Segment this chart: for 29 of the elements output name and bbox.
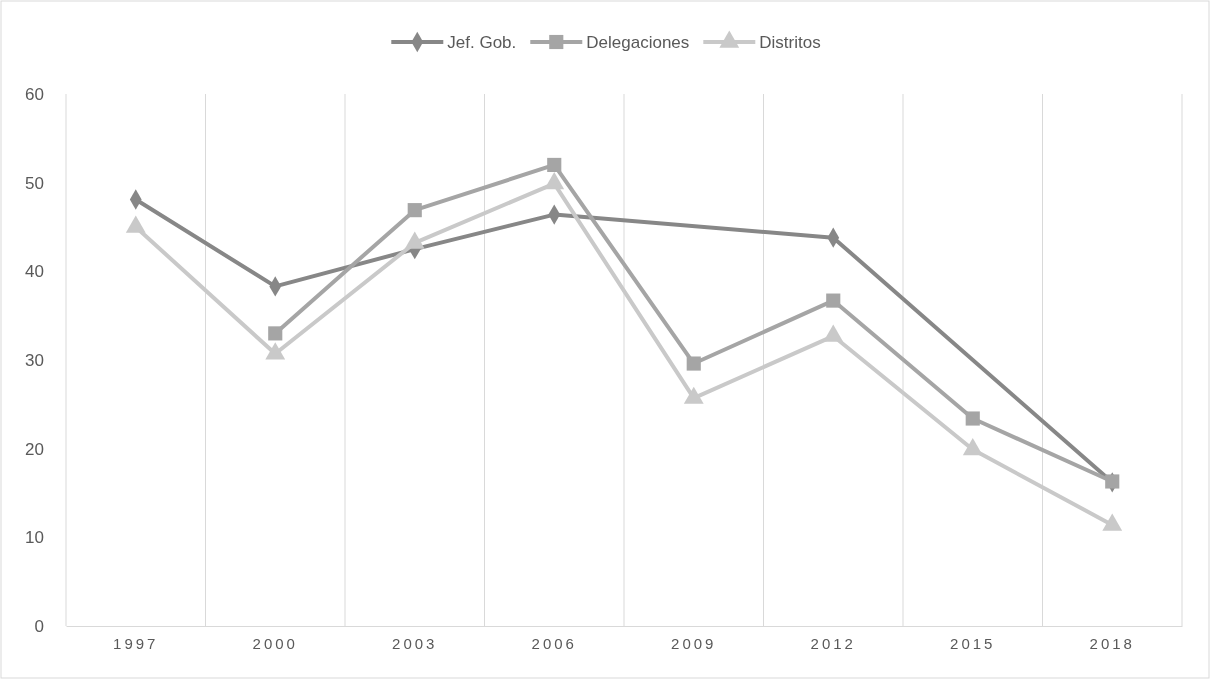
x-tick-label: 1997 xyxy=(113,634,159,652)
x-tick-label: 2015 xyxy=(950,634,996,652)
y-tick-label: 40 xyxy=(25,262,44,282)
legend-label: Jef. Gob. xyxy=(447,32,517,52)
x-tick-label: 2009 xyxy=(671,634,717,652)
legend-label: Distritos xyxy=(759,32,821,52)
y-tick-label: 50 xyxy=(25,173,44,193)
point xyxy=(683,386,704,404)
y-tick-label: 20 xyxy=(25,439,44,459)
point xyxy=(823,324,844,342)
point xyxy=(547,157,562,172)
point xyxy=(268,326,283,341)
point xyxy=(826,293,841,308)
point xyxy=(265,342,286,360)
point xyxy=(686,356,701,371)
x-tick-label: 2006 xyxy=(531,634,577,652)
x-tick-label: 2012 xyxy=(810,634,856,652)
y-tick-label: 60 xyxy=(25,84,44,104)
point xyxy=(407,203,422,218)
y-tick-label: 30 xyxy=(25,350,44,370)
x-tick-label: 2000 xyxy=(252,634,298,652)
point xyxy=(962,438,983,456)
y-tick-label: 0 xyxy=(34,616,44,636)
y-tick-label: 10 xyxy=(25,528,44,548)
point xyxy=(965,411,980,426)
legend-label: Delegaciones xyxy=(586,32,690,52)
x-tick-label: 2018 xyxy=(1089,634,1135,652)
point xyxy=(1102,513,1123,531)
x-tick-label: 2003 xyxy=(392,634,438,652)
